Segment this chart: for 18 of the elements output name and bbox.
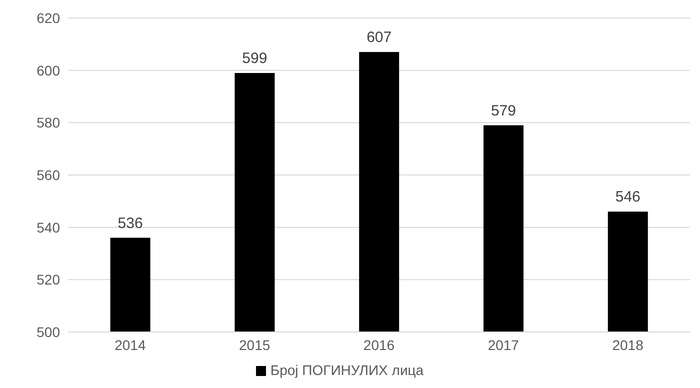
data-label: 536 <box>118 214 143 232</box>
x-tick-label: 2015 <box>239 336 270 353</box>
x-tick-label: 2018 <box>612 336 644 353</box>
data-label: 607 <box>366 29 392 46</box>
x-tick-label: 2017 <box>488 336 520 353</box>
y-tick-label: 620 <box>36 10 60 26</box>
legend-label: Број ПОГИНУЛИХ лица <box>270 362 424 378</box>
data-label: 546 <box>615 188 640 206</box>
y-tick-label: 500 <box>36 324 60 340</box>
x-tick-label: 2014 <box>114 336 146 353</box>
data-label: 599 <box>242 50 268 67</box>
y-tick-label: 540 <box>36 219 60 236</box>
x-tick-label: 2016 <box>363 336 395 353</box>
y-tick-label: 520 <box>36 272 60 288</box>
y-tick-label: 600 <box>36 62 60 78</box>
data-label: 579 <box>490 102 516 120</box>
y-tick-label: 580 <box>36 114 60 131</box>
y-tick-label: 560 <box>36 166 60 183</box>
